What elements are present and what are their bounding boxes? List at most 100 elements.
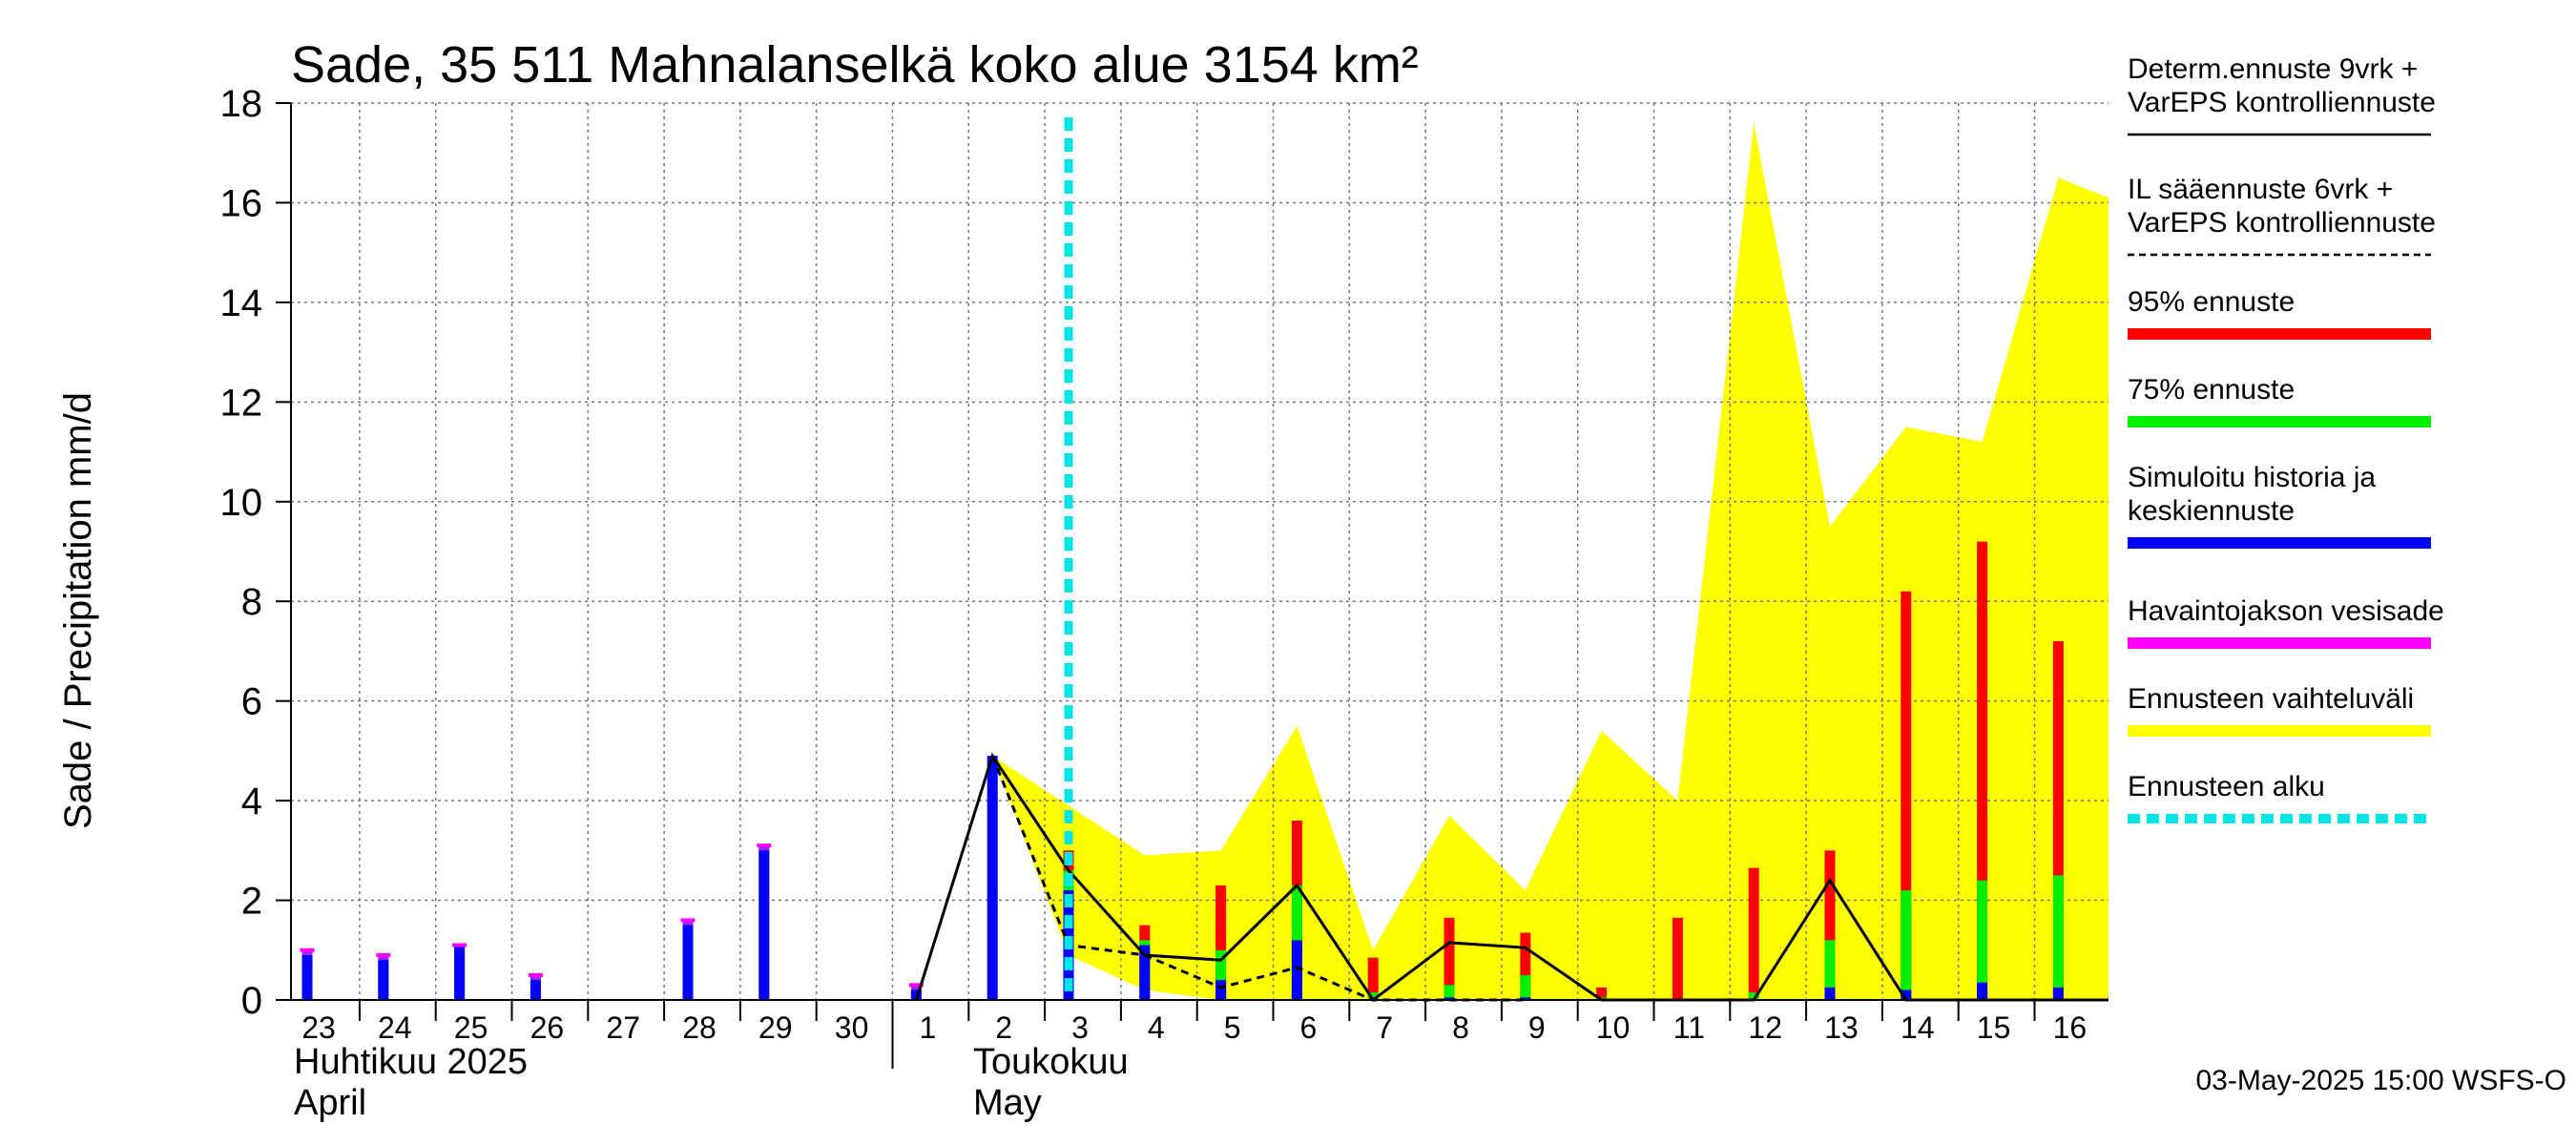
simulated-bar <box>682 925 694 1000</box>
legend-label: Ennusteen vaihteluväli <box>2128 683 2414 715</box>
simulated-bar <box>1824 987 1836 1000</box>
p75-bar <box>1977 880 1988 1000</box>
legend-label: 75% ennuste <box>2128 374 2295 406</box>
y-tick-label: 16 <box>220 182 263 224</box>
month-label-april-line2: April <box>294 1083 366 1123</box>
simulated-bar <box>378 960 389 1000</box>
simulated-bar <box>1977 982 1988 1000</box>
legend-label: keskiennuste <box>2128 495 2295 527</box>
p95-bar <box>1596 987 1608 1000</box>
x-tick-label: 15 <box>1977 1010 2011 1045</box>
x-tick-label: 16 <box>2053 1010 2088 1045</box>
simulated-bar <box>987 756 998 1000</box>
x-tick-label: 3 <box>1071 1010 1089 1045</box>
simulated-bar <box>1291 940 1302 1000</box>
legend-label: Simuloitu historia ja <box>2128 462 2376 493</box>
month-label-may-line2: May <box>973 1083 1042 1123</box>
simulated-bar <box>1520 997 1531 1000</box>
observed-bar-top <box>680 918 696 923</box>
timestamp: 03-May-2025 15:00 WSFS-O <box>2196 1065 2567 1096</box>
x-tick-label: 1 <box>920 1010 937 1045</box>
legend: Determ.ennuste 9vrk +VarEPS kontrollienn… <box>2128 53 2444 823</box>
simulated-bar <box>530 980 541 1000</box>
x-tick-label: 6 <box>1300 1010 1318 1045</box>
p75-bar <box>1215 949 1227 1000</box>
p95-bar <box>1901 591 1912 1000</box>
simulated-bar <box>910 989 922 1000</box>
observed-bar-top <box>376 953 391 957</box>
y-tick-label: 14 <box>220 282 263 324</box>
month-label-may-line1: Toukokuu <box>973 1042 1129 1082</box>
simulated-bar <box>758 850 770 1000</box>
legend-label: VarEPS kontrolliennuste <box>2128 87 2436 118</box>
legend-label: Havaintojakson vesisade <box>2128 595 2444 627</box>
p95-bar <box>1672 917 1683 1000</box>
observed-bar-top <box>300 947 315 952</box>
p95-bar <box>1444 917 1455 1000</box>
legend-label: 95% ennuste <box>2128 286 2295 318</box>
x-tick-label: 13 <box>1824 1010 1859 1045</box>
p95-bar <box>1367 957 1379 1000</box>
x-tick-label: 9 <box>1528 1010 1546 1045</box>
p95-bar <box>1520 932 1531 1000</box>
p75-bar <box>1901 890 1912 1000</box>
x-tick-label: 29 <box>758 1010 793 1045</box>
x-tick-label: 23 <box>301 1010 336 1045</box>
x-tick-label: 28 <box>682 1010 717 1045</box>
x-tick-label: 24 <box>378 1010 412 1045</box>
legend-label: VarEPS kontrolliennuste <box>2128 207 2436 239</box>
y-tick-label: 6 <box>241 681 262 723</box>
x-tick-label: 2 <box>995 1010 1012 1045</box>
legend-label: IL sääennuste 6vrk + <box>2128 174 2393 205</box>
y-tick-label: 2 <box>241 881 262 923</box>
x-tick-label: 5 <box>1224 1010 1241 1045</box>
y-tick-label: 18 <box>220 83 263 125</box>
simulated-bar <box>301 955 313 1000</box>
p95-bar <box>2052 641 2064 1000</box>
observed-bar-top <box>908 983 924 988</box>
axes-layer <box>276 102 2109 1069</box>
legend-label: Ennusteen alku <box>2128 771 2325 802</box>
p95-bar <box>1824 850 1836 1000</box>
p95-bar <box>1977 541 1988 1000</box>
p75-bar <box>1824 940 1836 1000</box>
observed-bar-top <box>452 943 467 947</box>
x-tick-label: 27 <box>606 1010 640 1045</box>
p95-bar <box>1215 885 1227 1000</box>
x-tick-label: 4 <box>1148 1010 1165 1045</box>
x-tick-label: 30 <box>835 1010 869 1045</box>
p75-bar <box>1520 974 1531 1000</box>
x-tick-label: 25 <box>454 1010 488 1045</box>
observed-bar-top <box>757 843 772 848</box>
x-tick-label: 10 <box>1596 1010 1631 1045</box>
grid-layer <box>291 102 2109 1000</box>
simulated-bar <box>1139 945 1151 1000</box>
x-tick-label: 8 <box>1452 1010 1469 1045</box>
x-tick-label: 26 <box>530 1010 565 1045</box>
y-tick-label: 8 <box>241 581 262 623</box>
p75-bar <box>1748 992 1759 1000</box>
x-tick-label: 12 <box>1748 1010 1782 1045</box>
y-tick-label: 4 <box>241 781 262 822</box>
p75-bar <box>1444 985 1455 1000</box>
y-tick-label: 10 <box>220 482 263 524</box>
forecast-range-layer <box>992 122 2109 1000</box>
p95-bar <box>1748 867 1759 1000</box>
simulated-bar <box>1215 980 1227 1000</box>
simulated-bar <box>1901 989 1912 1000</box>
bars-layer <box>300 541 2064 1000</box>
month-label-april-line1: Huhtikuu 2025 <box>294 1042 528 1082</box>
x-tick-label: 11 <box>1673 1010 1705 1045</box>
y-axis-label: Sade / Precipitation mm/d <box>57 392 99 829</box>
simulated-bar <box>2052 987 2064 1000</box>
simulated-bar <box>454 945 466 1000</box>
p75-bar <box>2052 875 2064 1000</box>
x-tick-label: 14 <box>1901 1010 1935 1045</box>
observed-bar-top <box>528 972 543 977</box>
p75-bar <box>1367 992 1379 1000</box>
y-tick-label: 12 <box>220 382 263 424</box>
y-tick-label: 0 <box>241 980 262 1022</box>
text-layer: Sade, 35 511 Mahnalanselkä koko alue 315… <box>57 36 2566 1123</box>
chart-title: Sade, 35 511 Mahnalanselkä koko alue 315… <box>291 36 1419 94</box>
